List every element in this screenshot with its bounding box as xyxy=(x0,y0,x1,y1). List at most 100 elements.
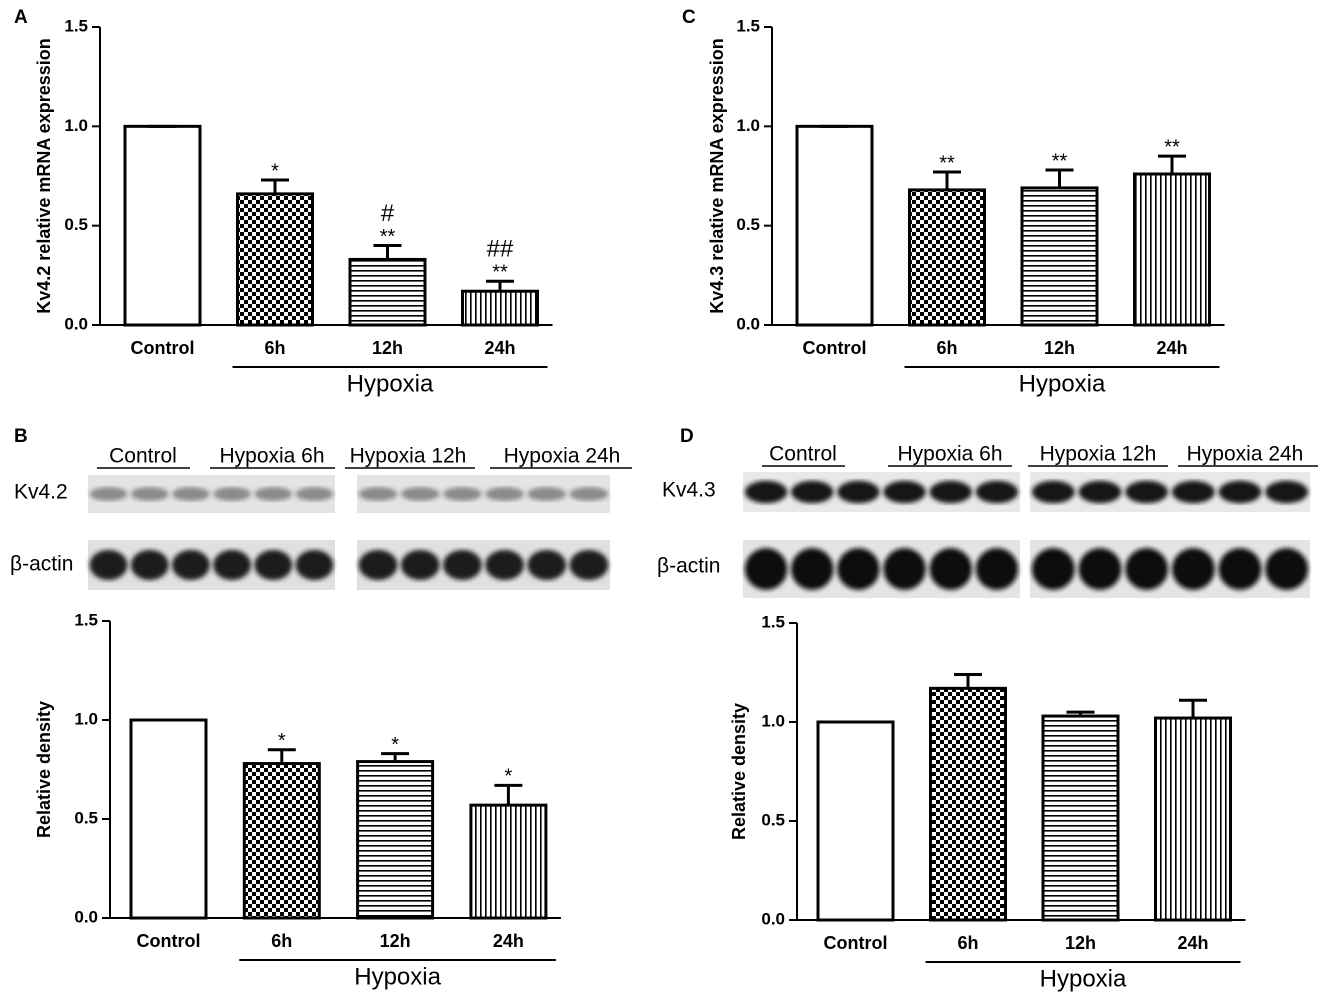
blot-band xyxy=(1171,548,1215,590)
blot-band xyxy=(1125,548,1169,590)
blot-band xyxy=(744,480,788,504)
blot-band xyxy=(791,548,834,590)
row-label: β-actin xyxy=(10,553,73,576)
y-tick-label: 0.5 xyxy=(761,810,785,829)
blot-band xyxy=(837,480,880,504)
y-tick-label: 0.5 xyxy=(74,808,98,827)
blot-band xyxy=(1171,480,1215,504)
blot-image xyxy=(1030,540,1310,598)
blot-band xyxy=(569,487,609,501)
lane-label: Hypoxia 6h xyxy=(219,445,324,468)
significance-hash: # xyxy=(381,200,395,227)
y-tick-label: 1.5 xyxy=(761,612,785,631)
blot-image xyxy=(743,472,1020,512)
blot-band xyxy=(400,550,440,580)
bar xyxy=(908,188,986,327)
y-tick-label: 1.0 xyxy=(64,116,88,135)
blot-band xyxy=(443,487,482,501)
y-axis-label: Relative density xyxy=(34,701,54,838)
x-tick-label: Control xyxy=(131,338,195,358)
blot-band xyxy=(975,548,1019,590)
bar xyxy=(795,124,874,327)
significance-star: ** xyxy=(380,226,396,248)
x-tick-label: 24h xyxy=(484,338,515,358)
blot-image xyxy=(357,540,610,590)
x-tick-label: 6h xyxy=(936,338,957,358)
x-tick-label: Control xyxy=(824,933,888,953)
x-tick-label: 24h xyxy=(1156,338,1187,358)
blot-band xyxy=(569,550,609,580)
significance-star: * xyxy=(391,734,399,756)
blot-band xyxy=(1218,548,1262,590)
bar xyxy=(1041,714,1120,922)
lane-label: Hypoxia 24h xyxy=(1187,443,1304,466)
blot-band xyxy=(929,480,972,504)
blot-band xyxy=(1218,480,1262,504)
significance-star: ** xyxy=(492,262,508,284)
blot-band xyxy=(975,480,1019,504)
blot-band xyxy=(213,550,252,580)
x-tick-label: 12h xyxy=(380,931,411,951)
blot-band xyxy=(213,487,252,501)
lane-label: Hypoxia 12h xyxy=(350,445,467,468)
blot-band xyxy=(443,550,482,580)
blot-band xyxy=(171,487,210,501)
blot-band xyxy=(1078,548,1122,590)
bar xyxy=(1154,716,1232,922)
blot-band xyxy=(527,550,567,580)
blot-band xyxy=(883,548,926,590)
y-tick-label: 1.0 xyxy=(761,711,785,730)
bar xyxy=(129,718,208,920)
blot-image xyxy=(357,475,610,513)
bar xyxy=(236,192,314,327)
lane-label: Control xyxy=(109,445,177,468)
y-tick-label: 1.0 xyxy=(74,709,98,728)
blot-band xyxy=(485,550,524,580)
blot-image xyxy=(743,540,1020,598)
x-tick-label: Control xyxy=(803,338,867,358)
panel-label: B xyxy=(14,426,28,447)
blot-band xyxy=(358,487,398,501)
y-axis-label: Kv4.2 relative mRNA expression xyxy=(34,38,54,313)
x-tick-label: 12h xyxy=(1065,933,1096,953)
blot-image xyxy=(88,475,335,513)
row-label: Kv4.2 xyxy=(14,481,68,504)
significance-star: ** xyxy=(1052,150,1068,172)
blot-band xyxy=(1031,548,1075,590)
x-tick-label: 12h xyxy=(372,338,403,358)
x-tick-label: 6h xyxy=(264,338,285,358)
bar xyxy=(816,720,895,922)
blot-band xyxy=(254,487,293,501)
group-label: Hypoxia xyxy=(354,963,441,990)
y-tick-label: 0.0 xyxy=(761,909,785,928)
blot-band xyxy=(89,550,128,580)
group-label: Hypoxia xyxy=(1040,965,1127,992)
bar xyxy=(123,124,202,327)
blot-band xyxy=(1078,480,1122,504)
y-tick-label: 0.5 xyxy=(736,215,760,234)
panel-label: C xyxy=(682,7,696,28)
lane-label: Hypoxia 12h xyxy=(1040,443,1157,466)
row-label: β-actin xyxy=(657,555,720,578)
y-axis-label: Kv4.3 relative mRNA expression xyxy=(707,38,727,313)
bar xyxy=(469,803,548,920)
x-tick-label: 24h xyxy=(493,931,524,951)
significance-star: * xyxy=(271,160,279,182)
y-axis-label: Relative density xyxy=(729,703,749,840)
blot-band xyxy=(929,548,972,590)
blot-band xyxy=(358,550,398,580)
blot-band xyxy=(254,550,293,580)
x-tick-label: 24h xyxy=(1177,933,1208,953)
bar xyxy=(1133,172,1211,327)
blot-image xyxy=(88,540,335,590)
x-tick-label: Control xyxy=(137,931,201,951)
group-label: Hypoxia xyxy=(1019,370,1106,397)
bar xyxy=(356,760,435,920)
significance-hash: ## xyxy=(487,236,514,263)
y-tick-label: 0.0 xyxy=(74,907,98,926)
y-tick-label: 1.5 xyxy=(74,610,98,629)
bar xyxy=(242,762,321,920)
blot-band xyxy=(295,487,334,501)
x-tick-label: 6h xyxy=(957,933,978,953)
bar xyxy=(929,686,1007,922)
